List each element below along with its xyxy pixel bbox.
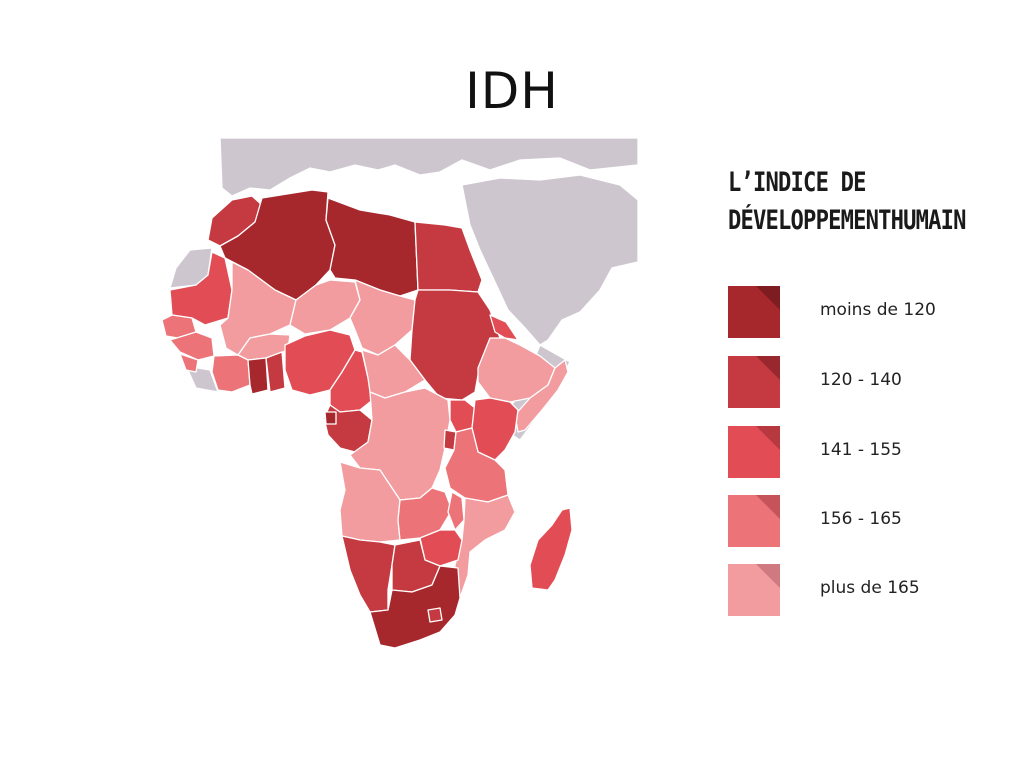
legend-item-class-5: plus de 165 bbox=[728, 564, 1008, 616]
surrounding-land bbox=[169, 137, 639, 441]
country-car bbox=[361, 344, 426, 399]
african-countries bbox=[161, 189, 573, 649]
legend-heading-line-2: développementhumain bbox=[728, 205, 967, 236]
country-uganda bbox=[449, 399, 476, 433]
country-lesotho bbox=[427, 607, 443, 623]
legend-heading-line-1: L’indice de bbox=[728, 167, 866, 198]
europe-region bbox=[219, 137, 639, 197]
page-title: IDH bbox=[465, 62, 559, 120]
west-coast-sliver bbox=[184, 365, 219, 393]
country-cote-divoire bbox=[211, 354, 251, 393]
legend-swatch bbox=[728, 564, 780, 616]
country-kenya bbox=[471, 397, 519, 461]
country-equatorial-guinea bbox=[324, 411, 337, 425]
legend-swatch bbox=[728, 286, 780, 338]
country-cameroon bbox=[329, 349, 376, 413]
legend-label: moins de 120 bbox=[820, 300, 936, 320]
country-madagascar bbox=[529, 507, 573, 591]
legend-label: 120 - 140 bbox=[820, 370, 902, 390]
legend-label: plus de 165 bbox=[820, 578, 920, 598]
country-namibia bbox=[341, 535, 396, 613]
country-egypt bbox=[414, 221, 483, 293]
legend-swatch bbox=[728, 495, 780, 547]
country-ghana bbox=[247, 357, 269, 395]
country-somalia bbox=[514, 359, 569, 433]
legend-item-class-2: 120 - 140 bbox=[728, 356, 1008, 408]
legend-label: 156 - 165 bbox=[820, 509, 902, 529]
legend-item-class-3: 141 - 155 bbox=[728, 426, 1008, 478]
country-eritrea bbox=[489, 314, 519, 341]
country-malawi bbox=[447, 491, 465, 531]
legend-label: 141 - 155 bbox=[820, 440, 902, 460]
country-togo-benin bbox=[265, 351, 286, 393]
country-sierra-leone bbox=[179, 353, 199, 373]
legend-swatch bbox=[728, 426, 780, 478]
country-south-africa bbox=[369, 565, 461, 649]
legend-swatch bbox=[728, 356, 780, 408]
legend-item-class-4: 156 - 165 bbox=[728, 495, 1008, 547]
country-zambia bbox=[397, 487, 453, 541]
legend-heading: L’indice de développementhumain bbox=[728, 164, 967, 240]
middle-east-region bbox=[461, 174, 639, 346]
legend-item-class-1: moins de 120 bbox=[728, 286, 1008, 338]
